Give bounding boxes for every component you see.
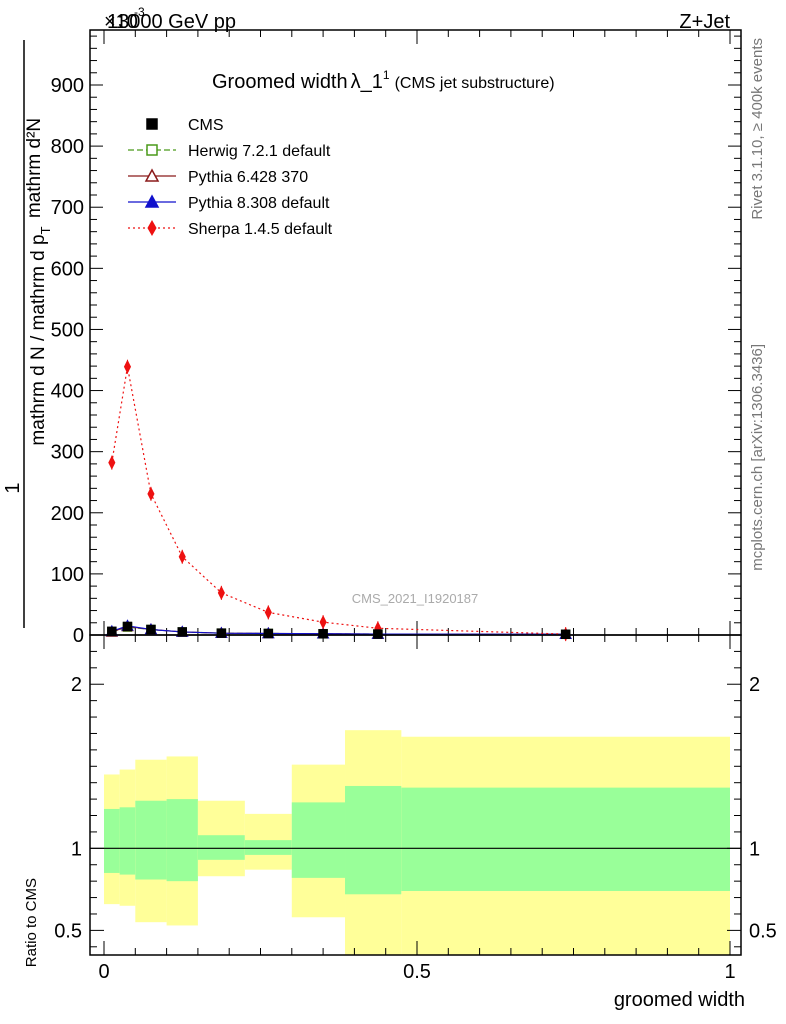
plot-title: Groomed width λ_11 (CMS jet substructure) (212, 68, 555, 93)
title-symbol: λ_1 (351, 71, 383, 93)
main-ytick-label: 200 (51, 503, 84, 525)
data-point-sherpa-1-4-5-default (178, 549, 186, 564)
ratio-xtick-label: 0.5 (403, 961, 431, 983)
ratio-ytick-label-right: 1 (749, 838, 760, 860)
ylabel-top-line: mathrm d²N (24, 118, 45, 218)
ylabel-numerator: 1 (2, 482, 24, 493)
ratio-inner-band (244, 840, 292, 855)
legend: CMS Herwig 7.2.1 default Pythia 6.428 370 P… (128, 117, 333, 238)
main-ytick-label: 100 (51, 564, 84, 586)
ratio-inner-band (197, 835, 245, 860)
ylabel-d2n: mathrm d²N (24, 118, 45, 218)
ratio-inner-band (401, 787, 730, 891)
main-ytick-label: 300 (51, 442, 84, 464)
ylabel-den-text: mathrm d N / mathrm d p (28, 234, 49, 445)
data-point-cms (122, 621, 133, 632)
ratio-inner-band (135, 800, 167, 880)
ratio-bands-layer (90, 730, 741, 955)
main-ytick-label: 600 (51, 258, 84, 280)
legend-marker-pythia-6-428-370 (144, 168, 160, 182)
data-point-sherpa-1-4-5-default (264, 605, 272, 620)
main-ytick-label: 500 (51, 319, 84, 341)
ratio-inner-band (166, 799, 198, 882)
ratio-ytick-label: 0.5 (54, 920, 82, 942)
main-ytick-label: 900 (51, 75, 84, 97)
title-suffix: (CMS jet substructure) (395, 75, 555, 92)
data-point-cms (373, 629, 383, 639)
title-superscript: 1 (383, 68, 390, 82)
legend-marker-pythia-8-308-default (144, 194, 160, 208)
data-point-cms (107, 626, 117, 637)
title-main: Groomed width (212, 71, 348, 93)
exponent-prefix: ×10 (104, 11, 138, 33)
exponent-power: -3 (134, 5, 145, 19)
ylabel-denominator: mathrm d N / mathrm d pT (28, 226, 53, 445)
energy-label: 13000 GeV pp (107, 11, 236, 33)
legend-marker-sherpa-1-4-5-default (147, 219, 157, 237)
data-point-cms (216, 628, 227, 638)
main-ytick-label: 400 (51, 381, 84, 403)
ratio-xtick-label: 1 (724, 961, 735, 983)
ratio-ytick-label: 1 (71, 838, 82, 860)
legend-label-pythia-6-428-370: Pythia 6.428 370 (188, 169, 308, 186)
x-axis-label: groomed width (614, 989, 745, 1011)
legend-label-herwig-7-2-1-default: Herwig 7.2.1 default (188, 143, 331, 160)
process-label: Z+Jet (679, 11, 730, 33)
main-ytick-label: 0 (73, 625, 84, 647)
data-point-sherpa-1-4-5-default (319, 615, 327, 630)
ratio-xtick-label: 0 (98, 961, 109, 983)
ratio-plot-frame (89, 634, 742, 956)
analysis-watermark: CMS_2021_I1920187 (352, 591, 479, 606)
data-point-cms (263, 628, 274, 639)
legend-marker-cms (146, 118, 158, 130)
data-point-cms (177, 627, 187, 637)
main-ytick-label: 800 (51, 136, 84, 158)
legend-label-cms: CMS (188, 117, 224, 134)
ratio-inner-band (291, 802, 346, 878)
legend-label-sherpa-1-4-5-default: Sherpa 1.4.5 default (188, 221, 333, 238)
ratio-ytick-label-right: 2 (749, 674, 760, 696)
data-point-sherpa-1-4-5-default (217, 585, 225, 600)
ratio-axis-ticks: 0.5 0.5 1 1 2 2 0 0.5 1 (54, 635, 777, 983)
ratio-ytick-label: 2 (71, 674, 82, 696)
main-series-layer (105, 359, 572, 642)
ratio-ylabel: Ratio to CMS (23, 878, 40, 967)
main-ylabel: 1 mathrm d N / mathrm d pT mathrm d²N (2, 40, 53, 628)
ratio-inner-band (345, 785, 402, 895)
rivet-label: Rivet 3.1.10, ≥ 400k events (749, 38, 766, 220)
main-ytick-label: 700 (51, 197, 84, 219)
legend-label-pythia-8-308-default: Pythia 8.308 default (188, 195, 330, 212)
ratio-inner-band (104, 808, 120, 873)
series-line-sherpa-1-4-5-default (111, 366, 566, 635)
ylabel-den-sub: T (38, 226, 53, 234)
ratio-inner-band (119, 807, 136, 875)
data-point-sherpa-1-4-5-default (147, 486, 155, 501)
ratio-ytick-label-right: 0.5 (749, 920, 777, 942)
legend-marker-herwig-7-2-1-default (146, 144, 158, 156)
data-point-sherpa-1-4-5-default (108, 455, 116, 470)
mcplots-label: mcplots.cern.ch [arXiv:1306.3436] (749, 344, 766, 571)
data-point-cms (146, 624, 156, 635)
data-point-sherpa-1-4-5-default (123, 359, 132, 374)
